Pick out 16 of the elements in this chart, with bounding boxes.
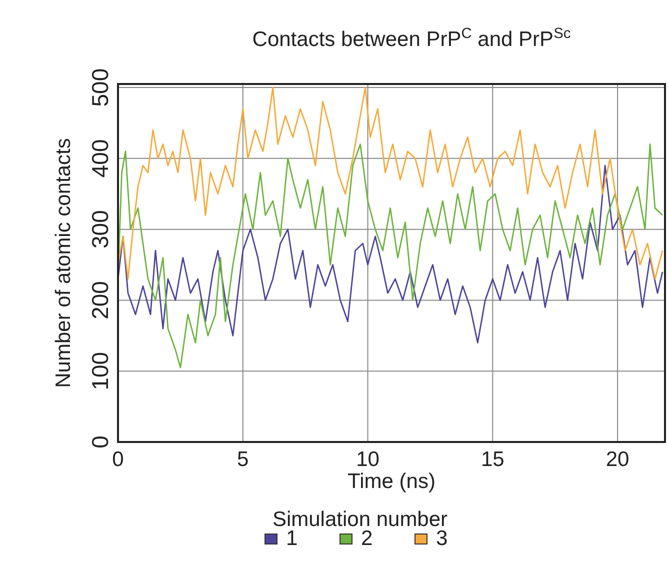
y-tick-label: 100	[87, 352, 113, 390]
line-series	[117, 164, 664, 344]
line-series	[117, 86, 664, 280]
x-tick-label: 15	[480, 448, 504, 471]
chart-title: Contacts between PrP$^{C}$ and PrP$^{Sc}$	[252, 26, 571, 51]
y-tick-label: 200	[87, 281, 113, 320]
x-tick-label: 20	[606, 448, 630, 471]
y-tick-label: 300	[87, 210, 113, 249]
y-tick-label: 400	[87, 139, 113, 178]
y-tick-label: 500	[87, 68, 113, 107]
x-axis-title: Time (ns)	[348, 470, 436, 493]
y-axis-title: Number of atomic contacts	[52, 138, 75, 388]
y-tick-label: 0	[87, 436, 113, 448]
x-tick-label: 10	[356, 448, 380, 471]
line-series	[117, 144, 664, 368]
x-tick-label: 5	[237, 448, 249, 471]
